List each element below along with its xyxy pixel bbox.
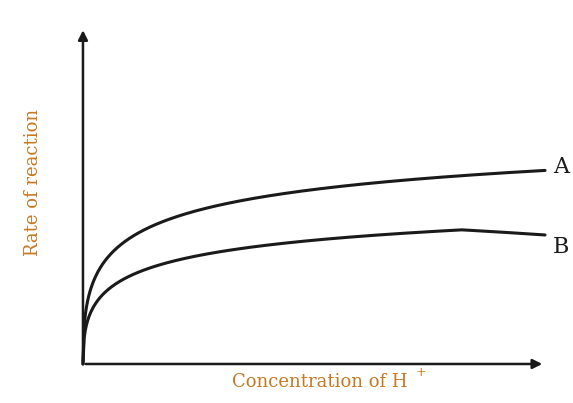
Text: A: A [554, 156, 570, 178]
Text: Concentration of H: Concentration of H [231, 373, 407, 391]
Text: B: B [554, 236, 570, 258]
Text: +: + [416, 366, 426, 380]
Text: Rate of reaction: Rate of reaction [25, 108, 42, 256]
